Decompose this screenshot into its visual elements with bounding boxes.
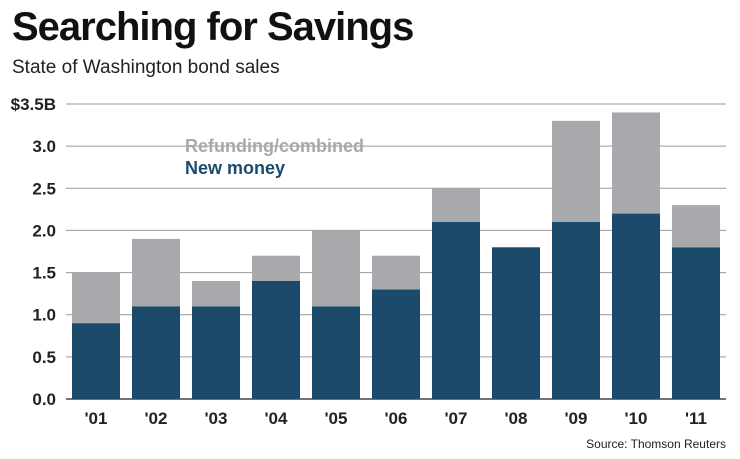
x-tick-label: '02 xyxy=(145,409,168,428)
bar-refunding-combined-3 xyxy=(252,255,300,281)
bar-new-money-4 xyxy=(312,306,360,399)
bars xyxy=(72,112,720,399)
chart-title: Searching for Savings xyxy=(12,5,414,49)
y-tick-label: 2.0 xyxy=(32,221,56,240)
bar-new-money-10 xyxy=(672,247,720,399)
x-tick-label: '10 xyxy=(625,409,648,428)
x-tick-label: '03 xyxy=(205,409,228,428)
bar-refunding-combined-1 xyxy=(132,238,180,307)
y-tick-label: $3.5B xyxy=(11,95,56,114)
x-tick-label: '09 xyxy=(565,409,588,428)
bar-new-money-7 xyxy=(492,247,540,399)
bar-new-money-1 xyxy=(132,306,180,399)
y-axis: 0.0 0.5 1.0 1.5 2.0 2.5 3.0 $3.5B xyxy=(11,95,56,409)
x-tick-label: '06 xyxy=(385,409,408,428)
y-tick-label: 0.5 xyxy=(32,348,56,367)
chart-subtitle: State of Washington bond sales xyxy=(12,57,280,78)
bar-refunding-combined-10 xyxy=(672,205,720,248)
x-tick-label: '11 xyxy=(685,409,707,428)
bar-refunding-combined-5 xyxy=(372,255,420,290)
bar-new-money-6 xyxy=(432,222,480,399)
bar-refunding-combined-9 xyxy=(612,112,660,214)
bar-refunding-combined-0 xyxy=(72,272,120,324)
y-tick-label: 3.0 xyxy=(32,137,56,156)
bar-new-money-5 xyxy=(372,289,420,399)
legend-new-money: New money xyxy=(185,158,285,178)
bar-refunding-combined-4 xyxy=(312,230,360,307)
x-tick-label: '05 xyxy=(325,409,348,428)
y-tick-label: 1.5 xyxy=(32,264,56,283)
bar-new-money-3 xyxy=(252,281,300,399)
bar-new-money-2 xyxy=(192,306,240,399)
x-tick-label: '04 xyxy=(265,409,288,428)
x-axis: '01 '02 '03 '04 '05 '06 '07 '08 '09 '10 '11 xyxy=(85,409,707,428)
bar-new-money-8 xyxy=(552,222,600,399)
bar-refunding-combined-2 xyxy=(192,281,240,307)
x-tick-label: '01 xyxy=(85,409,108,428)
bar-refunding-combined-8 xyxy=(552,120,600,222)
source-note: Source: Thomson Reuters xyxy=(586,437,726,451)
y-tick-label: 2.5 xyxy=(32,179,56,198)
legend: Refunding/combined New money xyxy=(185,136,364,178)
bar-new-money-0 xyxy=(72,323,120,399)
y-tick-label: 1.0 xyxy=(32,306,56,325)
x-tick-label: '08 xyxy=(505,409,528,428)
legend-refunding: Refunding/combined xyxy=(185,136,364,156)
y-tick-label: 0.0 xyxy=(32,390,56,409)
bar-new-money-9 xyxy=(612,213,660,399)
bar-refunding-combined-6 xyxy=(432,188,480,222)
x-tick-label: '07 xyxy=(445,409,468,428)
